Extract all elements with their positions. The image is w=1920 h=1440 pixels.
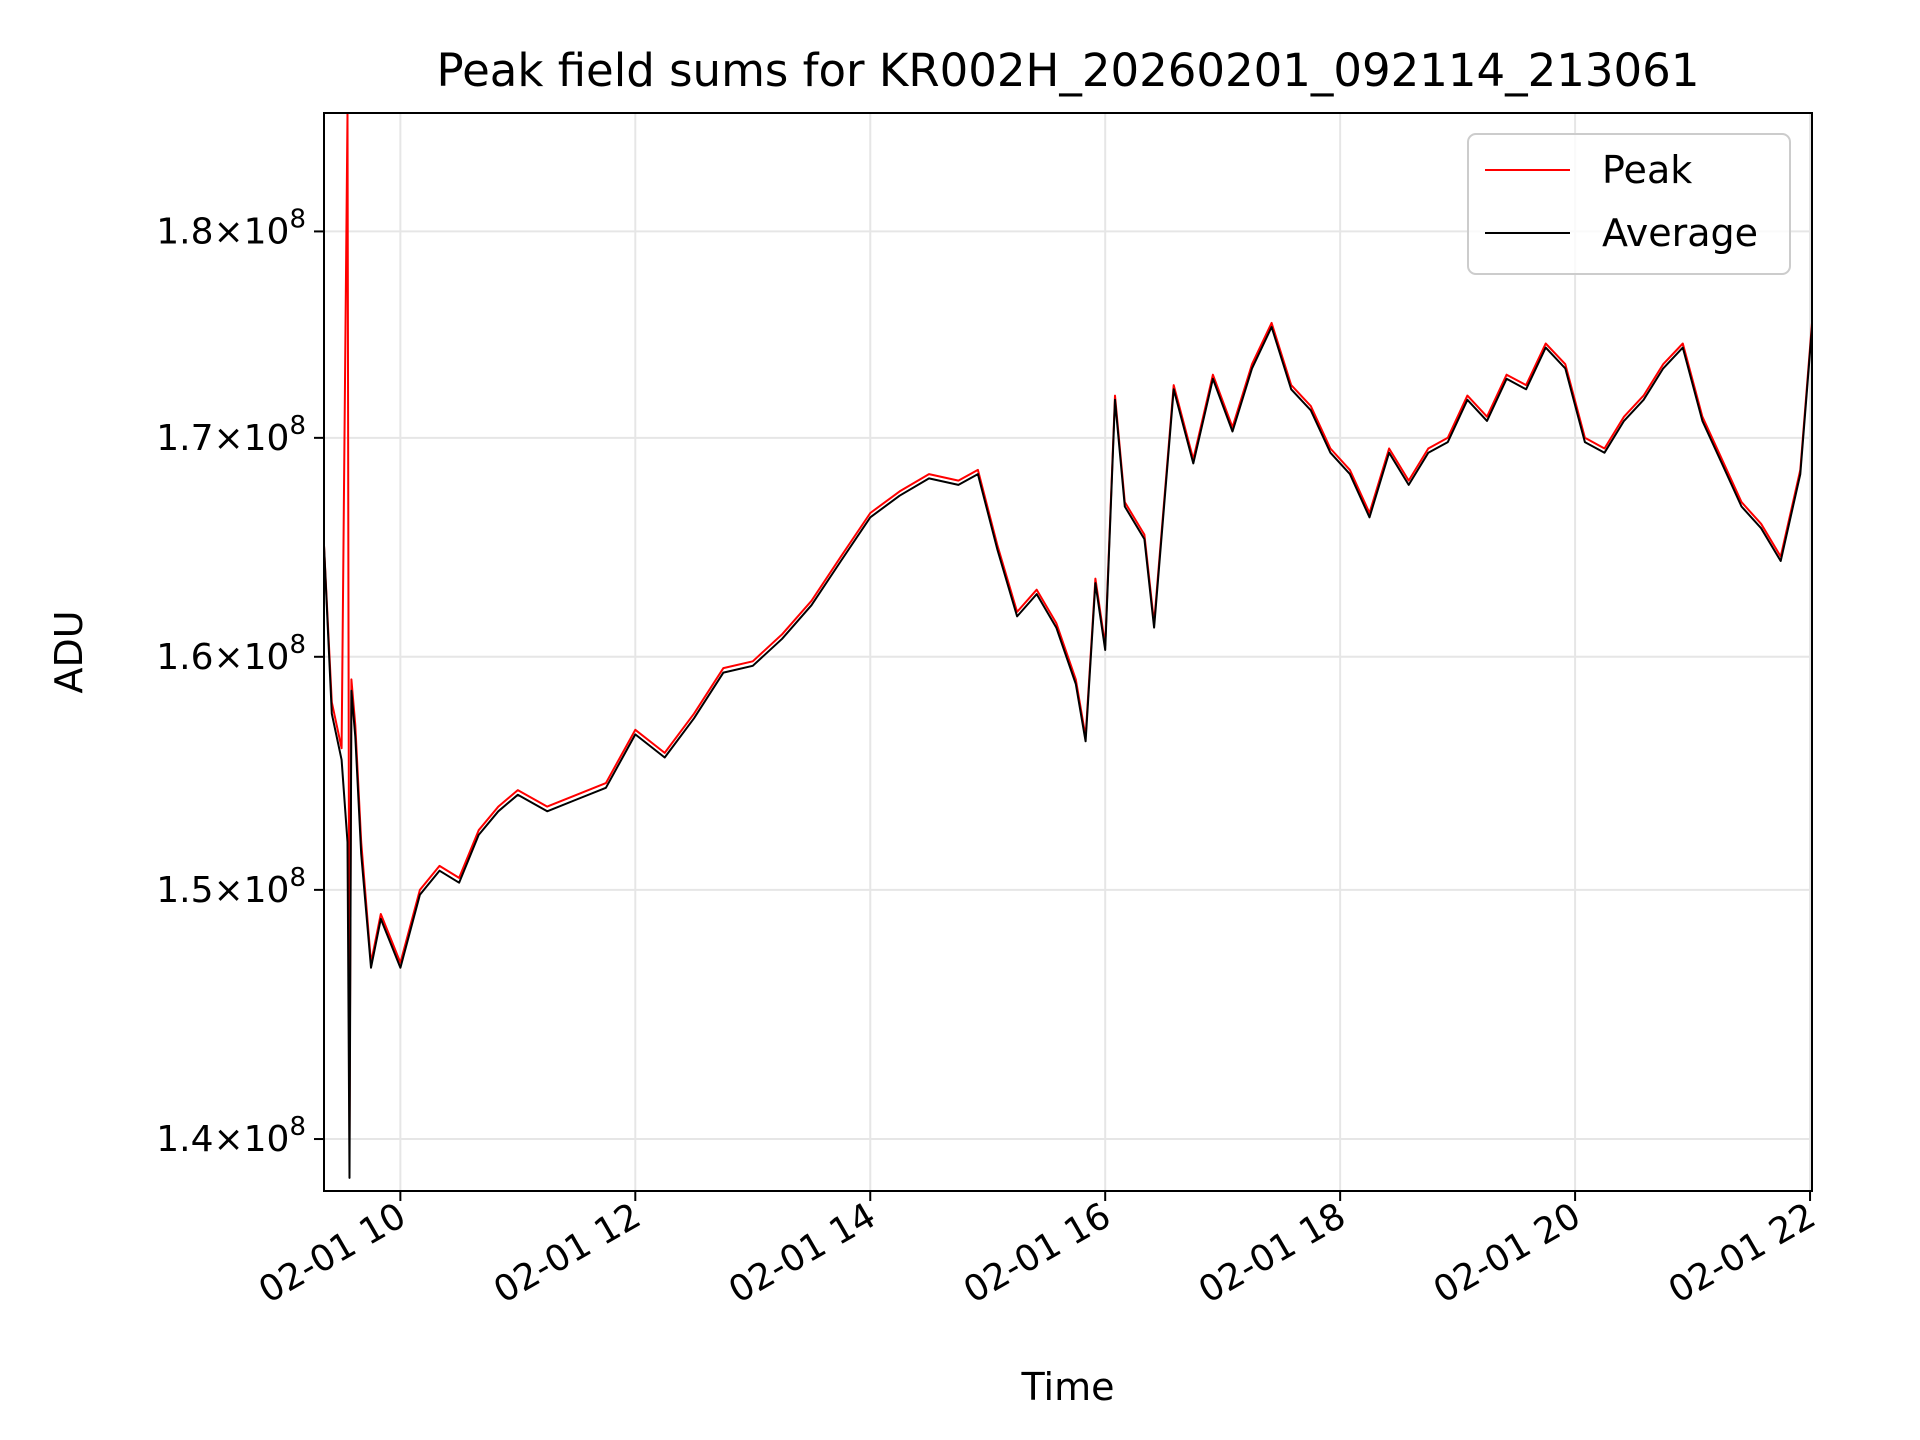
x-tick-label: 02-01 18 — [1192, 1195, 1353, 1311]
x-tick-label: 02-01 14 — [722, 1195, 883, 1311]
y-tick-label: 1.5×108 — [156, 863, 306, 911]
chart-title: Peak field sums for KR002H_20260201_0921… — [437, 44, 1700, 97]
x-tick-label: 02-01 20 — [1427, 1195, 1588, 1311]
x-tick-label: 02-01 12 — [487, 1195, 648, 1311]
y-tick-label: 1.6×108 — [156, 630, 306, 678]
x-axis-label: Time — [1021, 1365, 1115, 1409]
legend: Peak Average — [1467, 133, 1791, 275]
y-axis-label: ADU — [47, 610, 91, 693]
x-tick-label: 02-01 10 — [252, 1195, 413, 1311]
x-tick-label: 02-01 16 — [957, 1195, 1118, 1311]
x-tick-label: 02-01 22 — [1662, 1195, 1823, 1311]
legend-label-peak: Peak — [1602, 148, 1692, 192]
y-axis: 1.4×108 1.5×108 1.6×108 1.7×108 1.8×108 — [156, 204, 324, 1160]
y-tick-label: 1.7×108 — [156, 411, 306, 459]
plot-frame — [323, 112, 1813, 1192]
x-axis: 02-01 10 02-01 12 02-01 14 02-01 16 02-01 18… — [252, 1191, 1823, 1312]
y-tick-label: 1.8×108 — [156, 204, 306, 252]
series-line-average — [324, 326, 1812, 1179]
plot-area — [324, 113, 1812, 1179]
y-tick-label: 1.4×108 — [156, 1112, 306, 1160]
legend-label-average: Average — [1602, 211, 1758, 255]
grid — [324, 113, 1812, 1191]
